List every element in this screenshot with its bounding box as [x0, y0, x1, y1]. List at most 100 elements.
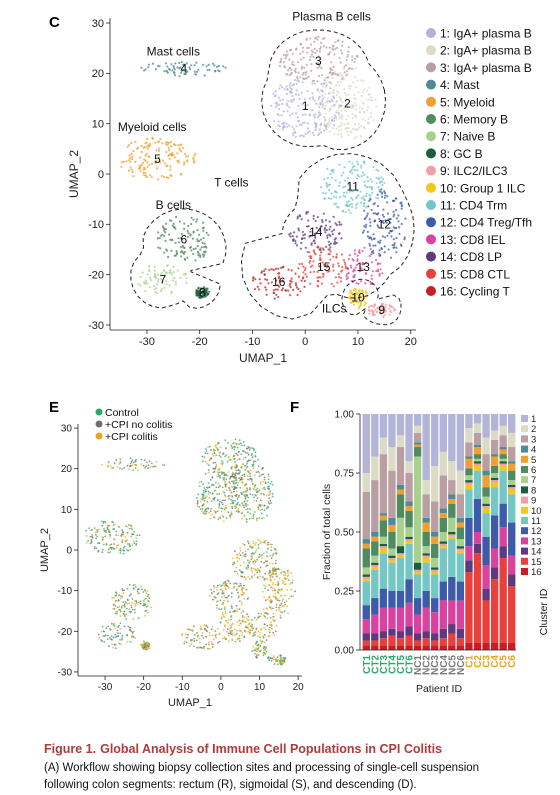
cluster-point	[192, 230, 195, 233]
cluster-point	[357, 194, 360, 197]
condition-point	[238, 450, 240, 453]
cluster-point	[134, 160, 137, 163]
cluster-point	[164, 62, 168, 65]
condition-point	[128, 543, 131, 545]
bar-segment	[473, 454, 482, 459]
bar-segment	[396, 484, 405, 490]
condition-point	[263, 634, 266, 636]
bar-segment	[508, 642, 516, 650]
cluster-point	[355, 206, 358, 210]
cluster-point	[369, 178, 372, 181]
cluster-point	[328, 270, 331, 273]
bar-segment	[473, 444, 482, 448]
cluster-point	[340, 49, 343, 52]
condition-point	[185, 636, 188, 639]
cluster-point	[315, 226, 318, 229]
cluster-point	[277, 96, 280, 99]
cluster-point	[203, 288, 206, 291]
condition-point	[123, 611, 126, 613]
condition-point	[242, 504, 245, 507]
condition-point	[128, 602, 131, 605]
cluster-point	[316, 116, 320, 119]
condition-point	[240, 444, 243, 447]
bar-segment	[448, 517, 456, 532]
condition-point	[230, 614, 233, 617]
cluster-point	[370, 99, 374, 102]
bar-segment	[508, 463, 516, 471]
condition-point	[117, 525, 120, 528]
bar-C3	[482, 414, 490, 650]
bar-segment	[371, 480, 379, 532]
cluster-point	[163, 229, 166, 232]
cluster-point	[157, 178, 160, 181]
condition-point	[235, 570, 238, 573]
condition-point	[150, 462, 153, 465]
condition-point	[250, 567, 253, 569]
cluster-point	[367, 121, 370, 124]
cluster-point	[382, 215, 385, 218]
condition-point	[243, 514, 246, 517]
condition-point	[96, 531, 99, 534]
cluster-point	[376, 306, 379, 309]
cluster-point	[170, 174, 173, 178]
condition-point	[268, 492, 271, 494]
cluster-point	[279, 60, 283, 63]
cluster-point	[194, 247, 197, 250]
condition-point	[263, 641, 266, 644]
cluster-point	[285, 122, 288, 125]
cluster-point	[357, 91, 360, 94]
cluster-point	[194, 259, 197, 262]
condition-point	[215, 633, 218, 636]
panel-c-y-tick-label: 10	[92, 119, 104, 131]
cluster-point	[200, 296, 203, 299]
condition-point	[251, 480, 253, 482]
condition-point	[196, 497, 198, 499]
condition-point	[248, 545, 251, 548]
condition-point	[217, 592, 220, 594]
cluster-point	[319, 101, 322, 104]
cluster-point	[174, 227, 177, 230]
cluster-point	[352, 294, 356, 297]
condition-point	[198, 637, 201, 640]
cluster-point	[383, 313, 386, 316]
cluster-point	[290, 99, 293, 102]
bar-segment	[508, 494, 516, 523]
bar-segment	[422, 631, 430, 639]
bar-segment	[362, 543, 370, 549]
condition-point	[221, 507, 224, 510]
condition-point	[244, 456, 247, 459]
panel-c-x-tick-label: -10	[244, 336, 260, 348]
cluster-point	[351, 299, 355, 302]
cluster-point	[363, 296, 366, 299]
caption-line-1: (A) Workflow showing biopsy collection s…	[44, 762, 480, 774]
legend-label: 4	[531, 445, 536, 456]
cluster-point	[360, 94, 363, 97]
condition-point	[275, 659, 278, 662]
cluster-point	[347, 200, 351, 203]
panel-c-group-outlines	[130, 29, 415, 326]
cluster-point	[260, 270, 264, 273]
cluster-point	[356, 169, 359, 172]
bar-segment	[482, 508, 490, 514]
cluster-point	[342, 259, 345, 262]
cluster-point	[143, 146, 146, 149]
condition-point	[136, 469, 139, 472]
condition-point	[213, 490, 216, 492]
condition-point	[131, 464, 134, 467]
condition-point	[118, 608, 121, 611]
condition-point	[244, 621, 247, 623]
cluster-point	[146, 161, 149, 164]
cluster-point	[365, 272, 368, 275]
condition-point	[247, 631, 250, 633]
bar-C2	[473, 414, 482, 650]
cluster-4-points	[140, 60, 227, 78]
panel-c-axes: -30 -20 -10 0 10 203020100-10-20-30UMAP_1UMAP…	[67, 18, 417, 365]
condition-point	[257, 612, 260, 615]
condition-point	[222, 582, 225, 585]
bar-segment	[499, 503, 507, 528]
bar-segment	[405, 527, 413, 537]
cluster-point	[333, 114, 336, 117]
cluster-point	[161, 142, 164, 145]
condition-point	[138, 588, 140, 591]
panel-e-y-tick-label: 10	[61, 505, 73, 516]
